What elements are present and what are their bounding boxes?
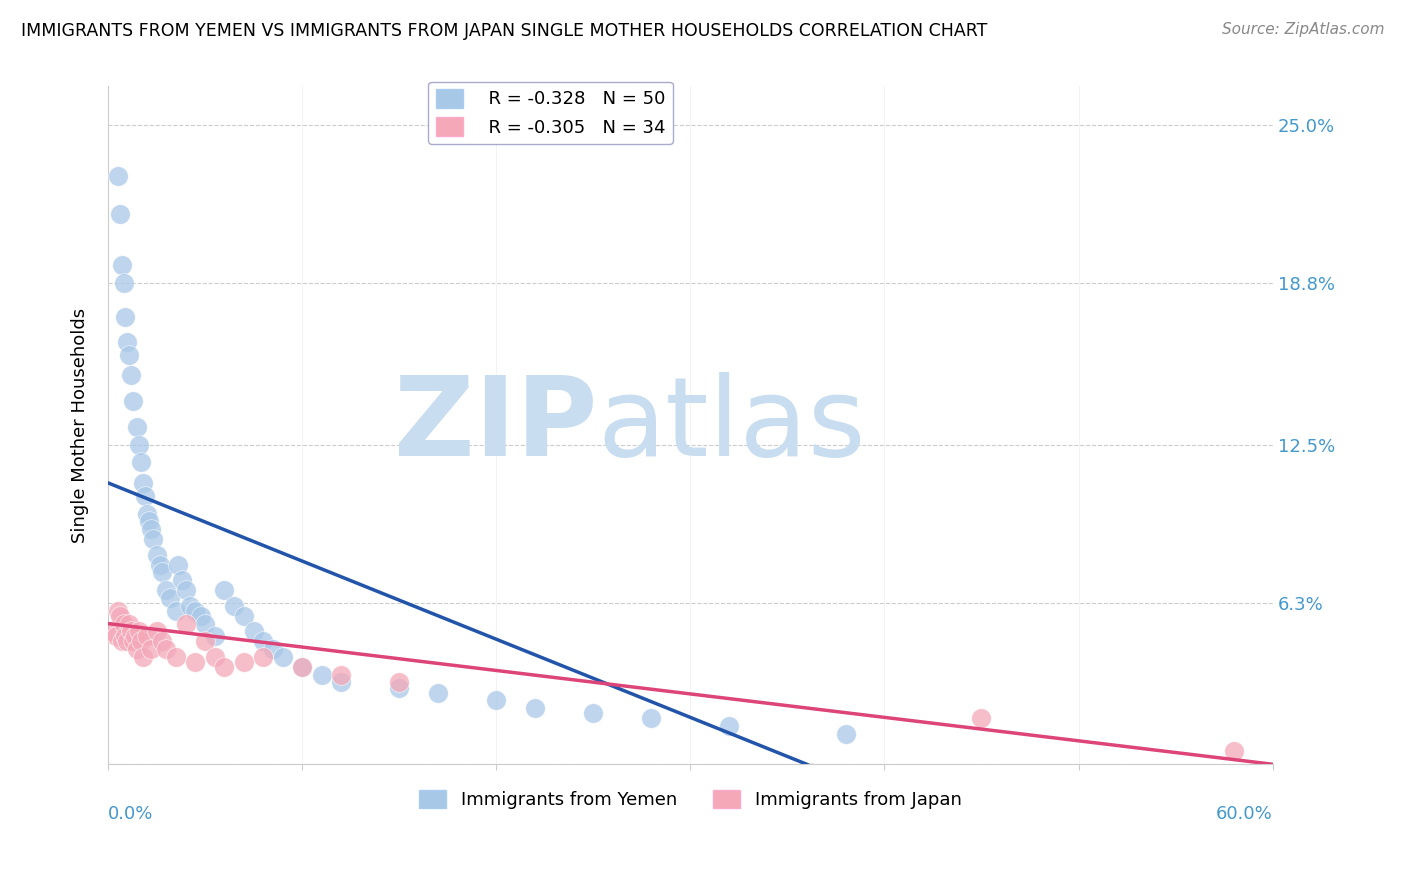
Point: [640, 711, 662, 725]
Point: [129, 634, 152, 648]
Point: [128, 624, 150, 639]
Point: [104, 629, 127, 643]
Point: [194, 634, 217, 648]
Point: [582, 706, 605, 720]
Point: [138, 514, 160, 528]
Point: [135, 629, 157, 643]
Point: [271, 649, 294, 664]
Point: [145, 548, 167, 562]
Point: [1223, 744, 1246, 758]
Point: [252, 634, 274, 648]
Point: [134, 489, 156, 503]
Point: [427, 686, 450, 700]
Point: [132, 649, 155, 664]
Point: [834, 726, 856, 740]
Point: [329, 667, 352, 681]
Point: [135, 507, 157, 521]
Text: 0.0%: 0.0%: [108, 805, 153, 823]
Point: [970, 711, 993, 725]
Point: [142, 532, 165, 546]
Text: Source: ZipAtlas.com: Source: ZipAtlas.com: [1222, 22, 1385, 37]
Point: [291, 660, 314, 674]
Point: [128, 437, 150, 451]
Point: [718, 719, 741, 733]
Point: [155, 583, 177, 598]
Point: [120, 624, 142, 639]
Point: [388, 675, 411, 690]
Point: [108, 608, 131, 623]
Point: [122, 634, 145, 648]
Point: [101, 624, 124, 639]
Point: [232, 608, 254, 623]
Point: [291, 660, 314, 674]
Y-axis label: Single Mother Households: Single Mother Households: [72, 308, 89, 543]
Point: [117, 335, 139, 350]
Point: [107, 604, 129, 618]
Point: [165, 649, 187, 664]
Point: [262, 642, 284, 657]
Text: 60.0%: 60.0%: [1216, 805, 1272, 823]
Point: [190, 608, 212, 623]
Point: [139, 642, 162, 657]
Point: [242, 624, 264, 639]
Point: [149, 558, 172, 572]
Point: [117, 634, 139, 648]
Point: [114, 629, 136, 643]
Point: [150, 566, 173, 580]
Point: [204, 629, 226, 643]
Point: [145, 624, 167, 639]
Point: [311, 667, 333, 681]
Point: [122, 394, 145, 409]
Point: [129, 455, 152, 469]
Point: [174, 583, 197, 598]
Point: [224, 599, 246, 613]
Point: [139, 522, 162, 536]
Point: [252, 649, 274, 664]
Text: IMMIGRANTS FROM YEMEN VS IMMIGRANTS FROM JAPAN SINGLE MOTHER HOUSEHOLDS CORRELAT: IMMIGRANTS FROM YEMEN VS IMMIGRANTS FROM…: [21, 22, 987, 40]
Point: [194, 616, 217, 631]
Point: [118, 616, 141, 631]
Point: [174, 616, 197, 631]
Point: [118, 348, 141, 362]
Point: [112, 616, 135, 631]
Point: [127, 642, 149, 657]
Point: [110, 634, 132, 648]
Point: [127, 419, 149, 434]
Point: [107, 169, 129, 183]
Point: [167, 558, 190, 572]
Text: atlas: atlas: [598, 372, 866, 479]
Point: [232, 655, 254, 669]
Point: [120, 368, 142, 383]
Point: [214, 583, 236, 598]
Point: [184, 655, 207, 669]
Point: [485, 693, 508, 707]
Text: ZIP: ZIP: [394, 372, 598, 479]
Point: [179, 599, 201, 613]
Legend: Immigrants from Yemen, Immigrants from Japan: Immigrants from Yemen, Immigrants from J…: [412, 782, 969, 816]
Point: [388, 681, 411, 695]
Point: [114, 310, 136, 324]
Point: [155, 642, 177, 657]
Point: [329, 675, 352, 690]
Point: [150, 634, 173, 648]
Point: [108, 207, 131, 221]
Point: [184, 604, 207, 618]
Point: [170, 573, 193, 587]
Point: [165, 604, 187, 618]
Point: [214, 660, 236, 674]
Point: [112, 277, 135, 291]
Point: [132, 475, 155, 490]
Point: [159, 591, 181, 605]
Point: [204, 649, 226, 664]
Point: [124, 629, 146, 643]
Point: [524, 701, 547, 715]
Point: [110, 259, 132, 273]
